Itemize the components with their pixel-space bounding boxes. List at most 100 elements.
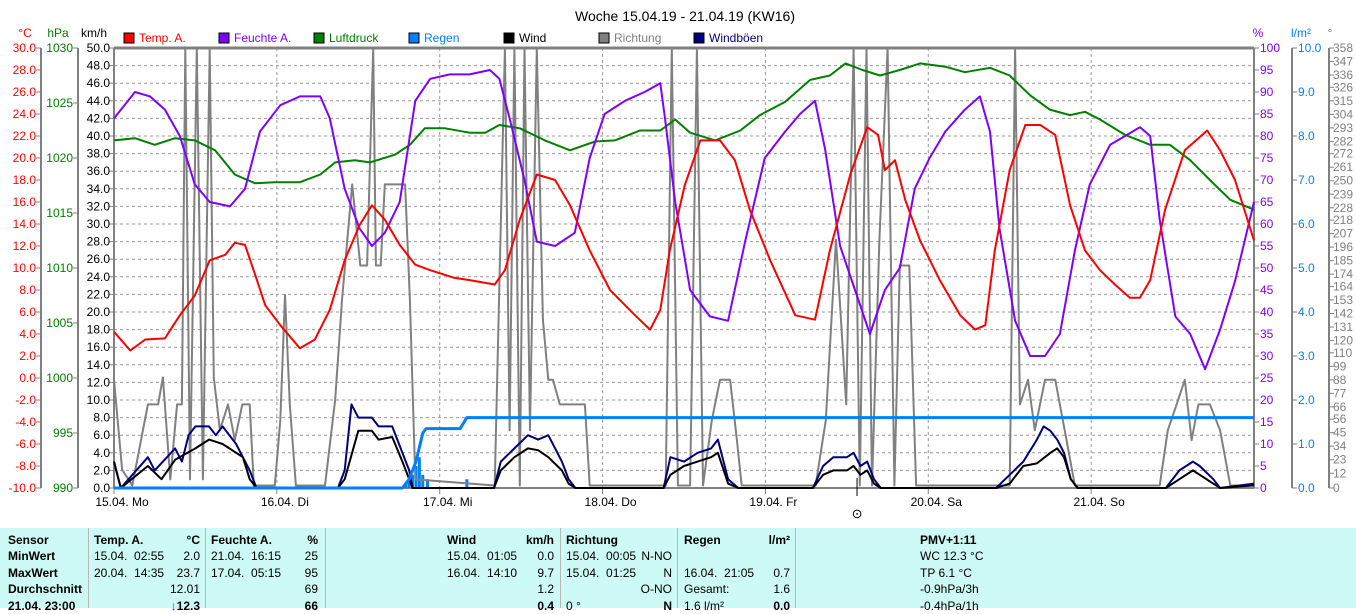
table-row: MinWert 15.04. 02:55 2.0 21.04. 16:15 25 15.0…	[0, 548, 1356, 564]
direction-tick-label: 88	[1333, 373, 1347, 387]
direction-tick-label: 326	[1333, 80, 1353, 94]
wind-tick-label: 22.0	[87, 287, 111, 301]
current-time-marker-icon: ⊙	[852, 506, 863, 521]
rain-tick-label: 7.0	[1298, 173, 1315, 187]
wind-tick-label: 2.0	[93, 463, 110, 477]
humidity-tick-label: 55	[1260, 239, 1274, 253]
direction-tick-label: 304	[1333, 107, 1353, 121]
legend-label: Luftdruck	[329, 31, 379, 45]
direction-tick-label: 45	[1333, 426, 1347, 440]
direction-tick-label: 174	[1333, 267, 1353, 281]
series-line-wind	[113, 429, 1255, 489]
temp-time: 20.04. 14:35	[94, 565, 165, 580]
x-tick-label: 15.04. Mo	[95, 495, 149, 509]
legend-item: Regen	[408, 31, 459, 45]
legend-item: Wind	[503, 31, 546, 45]
table-header-row: Sensor Temp. A. °C Feuchte A. % Wind km/…	[0, 532, 1356, 548]
pmv-info: WC 12.3 °C	[920, 549, 984, 563]
temp-tick-label: -4.0	[15, 415, 36, 429]
trend-down-arrow-icon: ↓	[170, 598, 177, 613]
direction-tick-label: 66	[1333, 400, 1347, 414]
rain-tick-label: 1.0	[1298, 437, 1315, 451]
rain-value: 1.6	[773, 582, 790, 596]
direction-tick-label: 315	[1333, 94, 1353, 108]
legend-label: Regen	[424, 31, 459, 45]
temp-tick-label: -2.0	[15, 393, 36, 407]
direction-tick-label: 164	[1333, 279, 1353, 293]
temp-time: 15.04. 02:55	[94, 549, 165, 563]
humidity-tick-label: 10	[1260, 437, 1274, 451]
pressure-tick-label: 1000	[46, 371, 73, 385]
direction-tick-label: 34	[1333, 439, 1347, 453]
wind-tick-label: 20.0	[87, 305, 111, 319]
rain-tick-label: 8.0	[1298, 129, 1315, 143]
header-wind: Wind	[447, 533, 477, 547]
row-label: MaxWert	[8, 565, 58, 580]
column-divider	[560, 528, 561, 608]
direction-tick-label: 218	[1333, 213, 1353, 227]
x-tick-label: 19.04. Fr	[749, 495, 797, 509]
rain-bar	[417, 457, 421, 488]
x-tick-label: 20.04. Sa	[911, 495, 963, 509]
temp-tick-label: 2.0	[19, 349, 36, 363]
column-divider	[88, 528, 89, 608]
temp-value: ↓12.3	[150, 598, 200, 614]
legend-item: Richtung	[598, 31, 661, 45]
x-tick-label: 17.04. Mi	[423, 495, 472, 509]
legend-label: Richtung	[614, 31, 661, 45]
table-row: 21.04. 23:00 ↓12.3 66 0.4 0 ° N 1.6 l/m² 0.0 -0.…	[0, 598, 1356, 614]
rain-bar	[411, 474, 415, 488]
legend-label: Feuchte A.	[234, 31, 291, 45]
header-temp-unit: °C	[186, 533, 200, 547]
temp-tick-label: 24.0	[13, 107, 37, 121]
legend-swatch	[123, 32, 135, 44]
temp-tick-label: 30.0	[13, 41, 37, 55]
pressure-tick-label: 1010	[46, 261, 73, 275]
legend-item: Temp. A.	[123, 31, 186, 45]
temp-tick-label: -6.0	[15, 437, 36, 451]
rain-tick-label: 2.0	[1298, 393, 1315, 407]
humidity-value: 69	[304, 582, 318, 596]
temp-current-value: 12.3	[176, 598, 200, 613]
legend-swatch	[503, 32, 515, 44]
x-tick-label: 18.04. Do	[585, 495, 637, 509]
rain-tick-label: 5.0	[1298, 261, 1315, 275]
direction-time: 15.04. 00:05	[566, 549, 637, 563]
wind-tick-label: 0.0	[93, 481, 110, 495]
humidity-tick-label: 70	[1260, 173, 1274, 187]
direction-tick-label: 196	[1333, 240, 1353, 254]
rain-axis-unit: l/m²	[1291, 26, 1311, 40]
legend-swatch	[218, 32, 230, 44]
direction-tick-label: 153	[1333, 293, 1353, 307]
humidity-axis-unit: %	[1253, 26, 1264, 40]
rain-tick-label: 10.0	[1298, 41, 1322, 55]
direction-tick-label: 293	[1333, 121, 1353, 135]
direction-tick-label: 142	[1333, 306, 1353, 320]
wind-tick-label: 8.0	[93, 411, 110, 425]
temp-tick-label: 18.0	[13, 173, 37, 187]
pressure-tick-label: 1005	[46, 316, 73, 330]
pressure-tick-label: 1020	[46, 151, 73, 165]
wind-tick-label: 44.0	[87, 94, 111, 108]
wind-tick-label: 42.0	[87, 111, 111, 125]
series-line-luftdruck	[113, 62, 1255, 211]
wind-tick-label: 36.0	[87, 164, 111, 178]
legend-item: Windböen	[693, 31, 763, 45]
table-row: Durchschnitt 12.01 69 1.2 O-NO Gesamt: 1.6 -0.9…	[0, 581, 1356, 597]
humidity-tick-label: 75	[1260, 151, 1274, 165]
humidity-tick-label: 5	[1260, 459, 1267, 473]
humidity-tick-label: 50	[1260, 261, 1274, 275]
x-tick-label: 16.04. Di	[261, 495, 309, 509]
humidity-tick-label: 45	[1260, 283, 1274, 297]
temp-tick-label: 20.0	[13, 151, 37, 165]
temp-tick-label: -8.0	[15, 459, 36, 473]
rain-value: 0.7	[773, 565, 790, 580]
pressure-tick-label: 1025	[46, 96, 73, 110]
chart-title: Woche 15.04.19 - 21.04.19 (KW16)	[575, 8, 795, 24]
rain-tick-label: 3.0	[1298, 349, 1315, 363]
direction-tick-label: 261	[1333, 160, 1353, 174]
humidity-tick-label: 0	[1260, 481, 1267, 495]
direction-time: 0 °	[566, 598, 581, 613]
wind-tick-label: 12.0	[87, 375, 111, 389]
weekly-weather-chart: Woche 15.04.19 - 21.04.19 (KW16) °C30.02…	[9, 8, 1354, 521]
